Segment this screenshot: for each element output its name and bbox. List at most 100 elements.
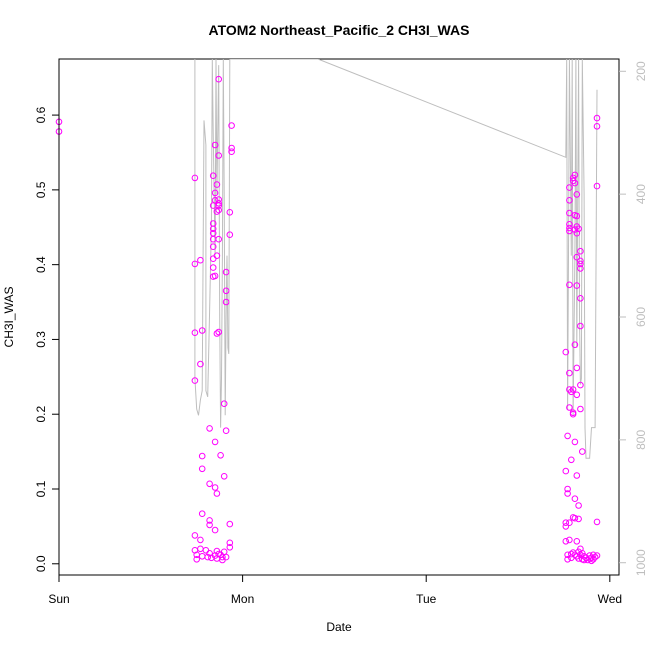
data-point [197, 256, 204, 264]
data-point [577, 247, 584, 255]
data-point [577, 265, 584, 272]
data-point [209, 264, 217, 271]
pressure-line [194, 59, 598, 459]
data-point [191, 174, 199, 182]
x-axis: Sun Mon Tue Wed [48, 574, 622, 606]
data-point [206, 517, 213, 524]
data-point [562, 523, 570, 530]
y-tick-label: 0.6 [34, 106, 48, 123]
data-point [564, 485, 571, 493]
data-point [566, 221, 573, 228]
data-point [593, 552, 601, 559]
y-axis: 0.0 0.1 0.2 0.3 0.4 0.5 0.6 [34, 106, 60, 572]
data-point [577, 295, 584, 302]
data-point [566, 281, 573, 289]
data-point [575, 515, 582, 523]
data-point [222, 553, 230, 561]
data-point [215, 152, 222, 159]
data-point [220, 473, 228, 480]
data-point [215, 200, 222, 207]
data-point [593, 114, 601, 122]
data-point [579, 448, 586, 455]
y-axis-label: CH3I_WAS [2, 287, 16, 348]
data-point [206, 521, 213, 529]
data-point [573, 391, 581, 399]
data-point [209, 243, 217, 250]
data-point [222, 268, 230, 276]
x-tick-label: Wed [598, 592, 622, 606]
data-point [569, 410, 577, 418]
x-tick-label: Mon [231, 592, 254, 606]
data-point [198, 327, 206, 334]
data-point [573, 212, 581, 220]
data-point [564, 556, 571, 563]
x-axis-label: Date [326, 620, 352, 634]
data-point [198, 465, 206, 473]
point-layer [55, 75, 601, 565]
data-point [211, 189, 219, 197]
data-point [564, 432, 571, 440]
data-point [215, 75, 222, 83]
data-point [213, 208, 221, 215]
data-point [202, 547, 210, 554]
data-point [571, 438, 579, 446]
data-point [566, 404, 573, 411]
data-point [226, 539, 234, 547]
data-point [215, 202, 222, 209]
data-point [593, 123, 601, 130]
data-point [215, 328, 222, 336]
data-point [571, 514, 579, 522]
x-tick-label: Tue [416, 592, 437, 606]
data-point [571, 495, 579, 503]
data-point [220, 400, 228, 408]
chart-title: ATOM2 Northeast_Pacific_2 CH3I_WAS [209, 22, 470, 38]
data-point [206, 480, 213, 488]
data-point [573, 191, 581, 198]
data-point [213, 490, 221, 497]
right-tick-label: 200 [634, 61, 648, 81]
y-tick-label: 0.2 [34, 406, 48, 423]
data-point [575, 502, 582, 509]
data-point [198, 452, 206, 460]
data-point [198, 510, 206, 518]
data-point [562, 467, 570, 475]
data-point [215, 206, 222, 214]
data-point [577, 381, 584, 389]
data-point [571, 171, 579, 179]
data-point [573, 282, 581, 289]
data-point [191, 329, 199, 337]
data-point [573, 229, 581, 237]
data-point [566, 369, 573, 377]
x-tick-label: Sun [48, 592, 69, 606]
data-point [193, 556, 200, 563]
data-point [213, 330, 221, 337]
data-point [571, 341, 579, 349]
y-tick-label: 0.1 [34, 480, 48, 497]
right-tick-label: 400 [634, 184, 648, 204]
data-point [228, 148, 235, 155]
data-point [206, 425, 213, 432]
data-point [197, 360, 204, 368]
data-point [228, 144, 235, 152]
data-point [577, 322, 584, 330]
data-point [566, 519, 573, 527]
data-point [577, 260, 584, 268]
data-point [228, 122, 235, 129]
data-point [211, 526, 219, 534]
right-tick-label: 1000 [634, 549, 648, 576]
data-point [222, 298, 230, 306]
y-tick-label: 0.4 [34, 256, 48, 273]
data-point [568, 456, 575, 464]
data-point [191, 532, 199, 539]
data-point [591, 553, 599, 561]
data-point [226, 231, 234, 238]
data-point [575, 225, 582, 233]
data-point [562, 538, 570, 545]
data-point [226, 544, 234, 551]
data-point [191, 377, 199, 384]
data-point [209, 172, 217, 179]
data-point [213, 181, 221, 188]
right-tick-label: 800 [634, 430, 648, 450]
data-point [569, 386, 577, 393]
